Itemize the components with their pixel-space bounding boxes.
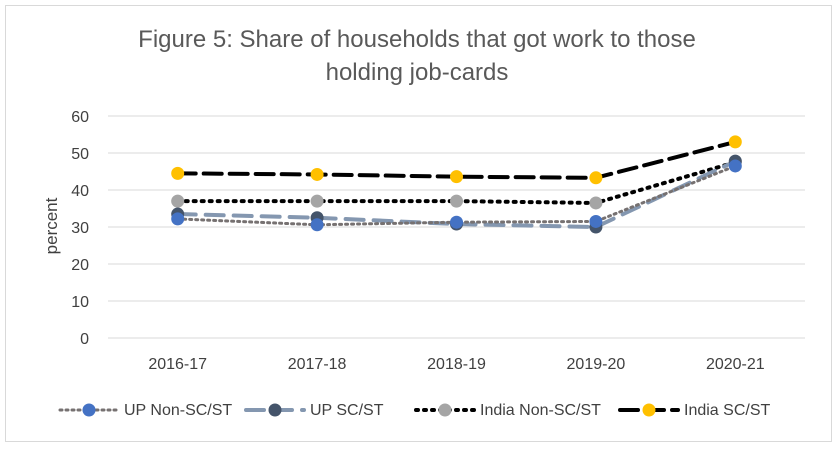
x-tick-label: 2017-18 xyxy=(288,356,347,373)
y-tick-label: 40 xyxy=(71,183,89,200)
chart-title-line1: Figure 5: Share of households that got w… xyxy=(138,26,696,53)
legend-marker-2 xyxy=(438,403,452,417)
y-tick-label: 30 xyxy=(71,220,89,237)
data-point-s0-4 xyxy=(728,159,742,173)
legend-label-0: UP Non-SC/ST xyxy=(124,402,232,419)
legend-marker-0 xyxy=(82,403,96,417)
legend-marker-1 xyxy=(268,403,282,417)
data-point-s0-2 xyxy=(450,215,463,229)
x-tick-label: 2020-21 xyxy=(706,356,765,373)
data-point-s3-3 xyxy=(589,171,603,185)
data-point-s0-0 xyxy=(171,212,185,226)
y-axis-label: percent xyxy=(42,197,61,254)
legend-label-3: India SC/ST xyxy=(684,402,770,419)
y-tick-label: 60 xyxy=(71,109,89,126)
y-tick-label: 20 xyxy=(71,257,89,274)
data-point-s3-1 xyxy=(310,167,324,181)
data-point-s3-0 xyxy=(171,166,185,180)
data-point-s2-0 xyxy=(171,194,185,208)
data-point-s2-3 xyxy=(589,196,603,210)
legend-marker-3 xyxy=(642,403,656,417)
legend-label-2: India Non-SC/ST xyxy=(480,402,601,419)
y-tick-label: 10 xyxy=(71,294,89,311)
chart-title-line2: holding job-cards xyxy=(326,59,509,86)
data-point-s2-1 xyxy=(310,194,324,208)
x-tick-label: 2016-17 xyxy=(148,356,207,373)
data-point-s3-2 xyxy=(450,170,463,184)
x-tick-label: 2018-19 xyxy=(427,356,486,373)
y-tick-label: 0 xyxy=(80,331,89,348)
data-point-s2-2 xyxy=(450,194,463,208)
legend-label-1: UP SC/ST xyxy=(310,402,384,419)
data-point-s3-4 xyxy=(728,135,742,149)
y-tick-label: 50 xyxy=(71,146,89,163)
x-tick-label: 2019-20 xyxy=(567,356,626,373)
data-point-s0-1 xyxy=(310,218,324,232)
data-point-s0-3 xyxy=(589,214,603,228)
